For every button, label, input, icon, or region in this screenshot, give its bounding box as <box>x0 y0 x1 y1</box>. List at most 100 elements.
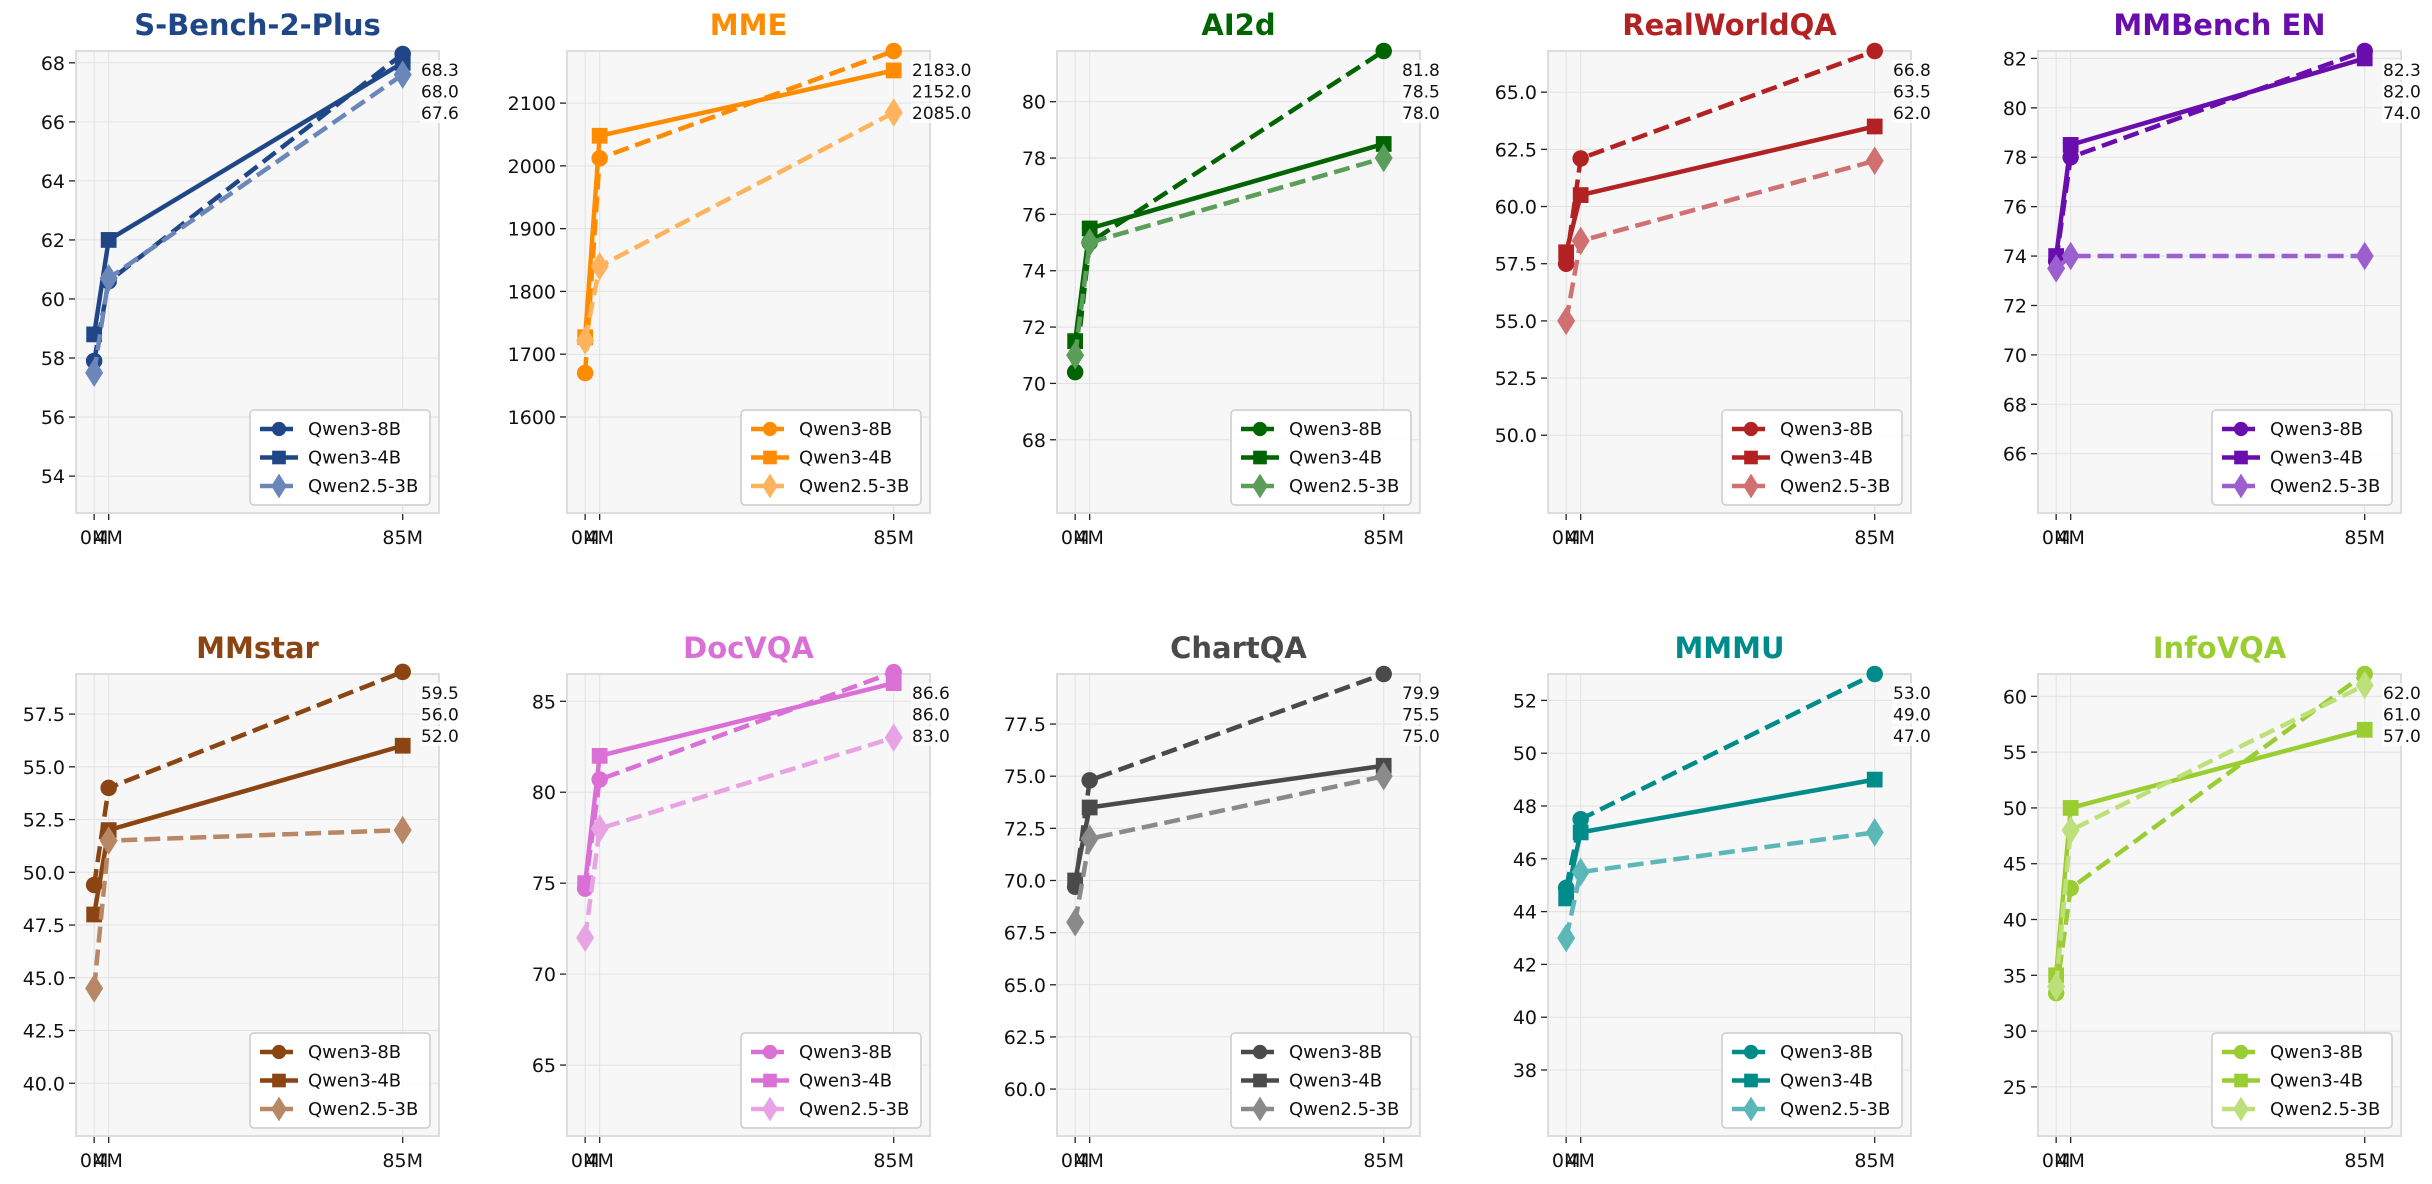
data-point <box>2047 254 2066 283</box>
data-point <box>1865 146 1884 176</box>
y-tick-label: 70 <box>2003 345 2027 367</box>
x-tick-label: 0M <box>2042 1150 2070 1172</box>
x-tick-label: 85M <box>1854 1150 1895 1172</box>
y-tick-label: 38 <box>1513 1060 1537 1082</box>
x-tick-label: 4M <box>1075 1150 1103 1172</box>
subplot-chartqa: ChartQA 60.0 62.5 65.0 67.5 70.0 72.5 75.0 77.5 0… <box>1004 631 1459 1172</box>
value-label-bg <box>1892 103 1950 123</box>
chart-title: InfoVQA <box>2153 631 2287 665</box>
value-label-bg <box>1401 103 1459 123</box>
y-tick-label: 45 <box>2003 854 2027 876</box>
x-tick-label: 0M <box>1061 527 1089 549</box>
data-point <box>394 737 411 754</box>
y-tick-label: 62.5 <box>1495 139 1537 161</box>
x-tick-label: 4M <box>1075 527 1103 549</box>
y-tick-label: 1700 <box>508 344 556 366</box>
x-tick-label: 0M <box>571 527 599 549</box>
legend-marker-diamond <box>1252 1096 1268 1122</box>
value-label: 74.0 <box>2383 104 2421 124</box>
y-tick-label: 70.0 <box>1004 870 1046 892</box>
y-tick-label: 2000 <box>508 156 556 178</box>
legend-marker-square <box>763 450 777 465</box>
data-point <box>1066 907 1085 937</box>
data-point <box>1558 244 1575 261</box>
data-point <box>1866 42 1883 60</box>
series-line-qwen2-5-3b <box>2053 683 2366 987</box>
legend-box <box>2211 1032 2393 1129</box>
y-tick-label: 74 <box>1022 261 1046 283</box>
data-point <box>590 814 609 843</box>
value-label: 49.0 <box>1893 706 1931 726</box>
value-label: 75.5 <box>1402 706 1440 726</box>
data-point <box>1375 665 1392 683</box>
x-tick-label: 4M <box>585 1150 613 1172</box>
legend-label: Qwen3-4B <box>1780 448 1873 469</box>
x-tick-label: 0M <box>571 1150 599 1172</box>
axes-frame <box>1056 673 1421 1137</box>
value-label: 86.6 <box>912 684 950 704</box>
data-point <box>1066 363 1084 381</box>
chart-title: MMstar <box>196 631 319 665</box>
value-label-bg <box>1892 704 1950 725</box>
value-label-bg <box>420 103 478 123</box>
y-tick-label: 1800 <box>508 281 556 303</box>
value-label: 82.0 <box>2383 83 2421 103</box>
y-tick-label: 55.0 <box>23 757 65 779</box>
subplot-realworldqa: RealWorldQA 50.0 52.5 55.0 57.5 60.0 62.5 65.0 0… <box>1495 8 1950 549</box>
legend-marker-diamond <box>762 473 778 499</box>
legend: Qwen3-8B Qwen3-4B Qwen2.5-3B <box>1230 1032 1412 1129</box>
y-tick-label: 70 <box>1022 373 1046 395</box>
series-line-qwen2-5-3b <box>1072 155 1385 356</box>
legend-label: Qwen3-4B <box>308 448 401 469</box>
value-label-bg <box>1892 81 1950 102</box>
legend-label: Qwen3-8B <box>2270 1042 2363 1063</box>
y-tick-label: 80 <box>2003 98 2027 120</box>
x-tick-label: 85M <box>873 527 914 549</box>
series-line-qwen2-5-3b <box>1563 830 1876 939</box>
y-tick-label: 80 <box>1022 92 1046 114</box>
data-point <box>885 675 902 691</box>
value-label: 2183.0 <box>912 61 971 81</box>
legend-label: Qwen2.5-3B <box>799 476 909 497</box>
data-point <box>1571 226 1590 256</box>
y-tick-label: 35 <box>2003 965 2027 987</box>
legend-marker-diamond <box>2233 473 2249 499</box>
chart-title: AI2d <box>1201 8 1275 42</box>
data-point <box>576 364 594 382</box>
data-point <box>394 663 411 681</box>
subplot-mmstar: MMstar 40.0 42.5 45.0 47.5 50.0 52.5 55.0 57.5 0M… <box>23 631 478 1172</box>
legend-marker-diamond <box>1252 473 1268 499</box>
x-tick-label: 85M <box>382 1150 423 1172</box>
legend-label: Qwen2.5-3B <box>2270 476 2380 497</box>
data-point <box>86 906 103 923</box>
legend-box <box>249 1032 431 1129</box>
y-tick-label: 70 <box>532 964 556 986</box>
y-tick-label: 65 <box>532 1055 556 1077</box>
value-label-bg <box>1401 704 1459 725</box>
x-tick-label: 4M <box>585 527 613 549</box>
legend-label: Qwen2.5-3B <box>1289 476 1399 497</box>
y-tick-label: 52 <box>1513 690 1537 712</box>
x-tick-label: 4M <box>94 1150 122 1172</box>
x-tick-label: 0M <box>2042 527 2070 549</box>
legend-marker-square <box>1253 1073 1267 1088</box>
y-tick-label: 40 <box>2003 910 2027 932</box>
legend-box <box>1721 1032 1903 1129</box>
data-point <box>1080 824 1099 854</box>
value-label-bg <box>1401 726 1459 746</box>
y-tick-label: 66 <box>2003 444 2027 466</box>
chart-title: DocVQA <box>683 631 814 665</box>
value-label-bg <box>2382 103 2432 123</box>
value-label-bg <box>1892 683 1950 703</box>
x-tick-label: 0M <box>1061 1150 1089 1172</box>
data-point <box>1080 228 1099 257</box>
data-point <box>100 232 117 248</box>
value-label-bg <box>2382 60 2432 80</box>
data-point <box>2062 137 2079 153</box>
value-label-bg <box>420 704 478 725</box>
axes-frame <box>75 50 440 514</box>
legend-marker-square <box>2234 450 2248 465</box>
x-tick-label: 4M <box>94 527 122 549</box>
